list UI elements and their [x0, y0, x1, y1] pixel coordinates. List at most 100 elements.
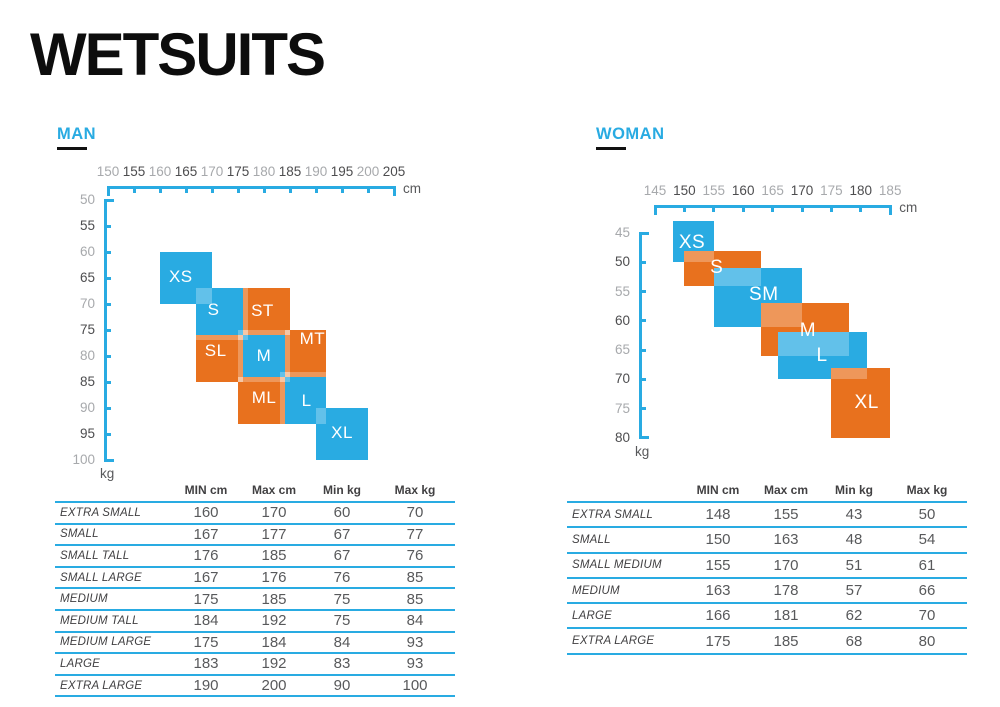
kg-axis-tick	[103, 458, 114, 462]
size-box-label: XS	[678, 231, 706, 253]
size-box-sl	[196, 335, 244, 382]
value-cell: 150	[685, 527, 751, 554]
cm-axis-tick-label: 170	[790, 183, 814, 198]
value-cell: 175	[173, 631, 239, 655]
kg-axis-tick	[103, 302, 111, 306]
table-corner-cell	[55, 483, 173, 503]
size-name-cell: EXTRA SMALL	[55, 502, 173, 525]
kg-axis-tick-label: 45	[614, 225, 630, 240]
value-cell: 181	[751, 603, 821, 630]
table-row: LARGE 183 192 83 93	[55, 653, 455, 676]
value-cell: 76	[375, 545, 455, 568]
overlap-highlight	[284, 371, 327, 377]
value-cell: 184	[239, 631, 309, 655]
cm-axis-tick-label: 190	[304, 164, 328, 179]
man-size-table: MIN cm Max cm Min kg Max kg EXTRA SMALL 160 17…	[55, 483, 455, 698]
value-cell: 192	[239, 653, 309, 676]
size-name-cell: MEDIUM LARGE	[55, 631, 173, 655]
size-name-cell: EXTRA LARGE	[567, 628, 685, 655]
value-cell: 170	[751, 552, 821, 579]
table-row: EXTRA SMALL 160 170 60 70	[55, 502, 455, 525]
value-cell: 170	[239, 502, 309, 525]
table-row: MEDIUM 163 178 57 66	[567, 577, 967, 605]
value-cell: 77	[375, 523, 455, 547]
table-row: SMALL TALL 176 185 67 76	[55, 545, 455, 568]
size-box-label: ST	[251, 300, 274, 320]
size-box-mt	[284, 330, 327, 377]
value-cell: 148	[685, 502, 751, 529]
value-cell: 93	[375, 631, 455, 655]
cm-axis-tick	[184, 186, 188, 193]
value-cell: 66	[887, 577, 967, 605]
cm-axis-tick-label: 165	[174, 164, 198, 179]
size-name-cell: LARGE	[55, 653, 173, 676]
size-name-cell: MEDIUM	[567, 577, 685, 605]
kg-axis-tick-label: 55	[614, 283, 630, 299]
overlap-highlight	[279, 376, 285, 424]
value-cell: 192	[239, 609, 309, 633]
cm-axis-tick	[392, 186, 396, 196]
kg-axis-tick-label: 60	[79, 244, 95, 259]
kg-axis-tick	[638, 348, 646, 352]
kg-axis-tick	[103, 406, 111, 410]
cm-axis-tick-label: 200	[356, 164, 380, 179]
table-row: EXTRA LARGE 175 185 68 80	[567, 628, 967, 655]
value-cell: 190	[173, 674, 239, 698]
table-header-cell: Min kg	[821, 483, 887, 503]
size-box-ml	[238, 376, 285, 424]
cm-axis-tick-label: 180	[252, 164, 276, 179]
cm-axis-tick	[829, 205, 833, 212]
cm-axis-tick	[741, 205, 745, 212]
value-cell: 83	[309, 653, 375, 676]
cm-axis-tick-label: 185	[878, 183, 902, 198]
kg-axis-tick	[103, 250, 111, 254]
kg-axis-tick	[638, 231, 649, 235]
kg-axis-tick	[638, 290, 646, 293]
cm-axis-tick	[106, 186, 110, 196]
size-box-label: S	[207, 300, 220, 320]
value-cell: 155	[751, 502, 821, 529]
overlap-highlight	[196, 288, 212, 304]
value-cell: 184	[173, 609, 239, 633]
value-cell: 93	[375, 653, 455, 676]
cm-axis-tick-label: 155	[702, 183, 726, 198]
value-cell: 50	[887, 502, 967, 529]
table-header-cell: MIN cm	[173, 483, 239, 503]
table-header-cell: Max cm	[239, 483, 309, 503]
kg-axis-tick-label: 70	[614, 371, 630, 387]
value-cell: 176	[239, 566, 309, 590]
cm-axis-tick-label: 185	[278, 164, 302, 179]
overlap-highlight	[316, 408, 327, 424]
table-row: MEDIUM LARGE 175 184 84 93	[55, 631, 455, 655]
kg-axis-tick-label: 80	[79, 348, 95, 363]
value-cell: 75	[309, 588, 375, 611]
table-corner-cell	[567, 483, 685, 503]
size-box-label: MT	[299, 328, 326, 348]
kg-axis-tick	[638, 260, 646, 264]
value-cell: 70	[887, 603, 967, 630]
kg-axis-tick	[638, 407, 646, 410]
value-cell: 84	[375, 609, 455, 633]
kg-axis-tick-label: 95	[79, 426, 95, 441]
cm-axis-tick	[682, 205, 686, 212]
cm-axis-tick	[712, 205, 716, 212]
value-cell: 163	[685, 577, 751, 605]
overlap-highlight	[238, 376, 285, 382]
woman-section-head: WOMAN	[596, 125, 664, 150]
kg-axis-tick	[103, 380, 111, 384]
overlap-highlight	[684, 250, 714, 263]
kg-axis-tick-label: 50	[614, 254, 630, 270]
value-cell: 175	[173, 588, 239, 611]
value-cell: 76	[309, 566, 375, 590]
size-name-cell: SMALL MEDIUM	[567, 552, 685, 579]
value-cell: 75	[309, 609, 375, 633]
kg-axis-tick	[103, 328, 111, 332]
size-box-label: L	[301, 390, 312, 410]
size-box-st	[243, 288, 290, 336]
cm-axis-tick-label: 205	[382, 164, 406, 179]
overlap-highlight	[196, 335, 244, 341]
table-header-row: MIN cm Max cm Min kg Max kg	[55, 483, 455, 503]
size-name-cell: SMALL LARGE	[55, 566, 173, 590]
table-row: MEDIUM 175 185 75 85	[55, 588, 455, 611]
